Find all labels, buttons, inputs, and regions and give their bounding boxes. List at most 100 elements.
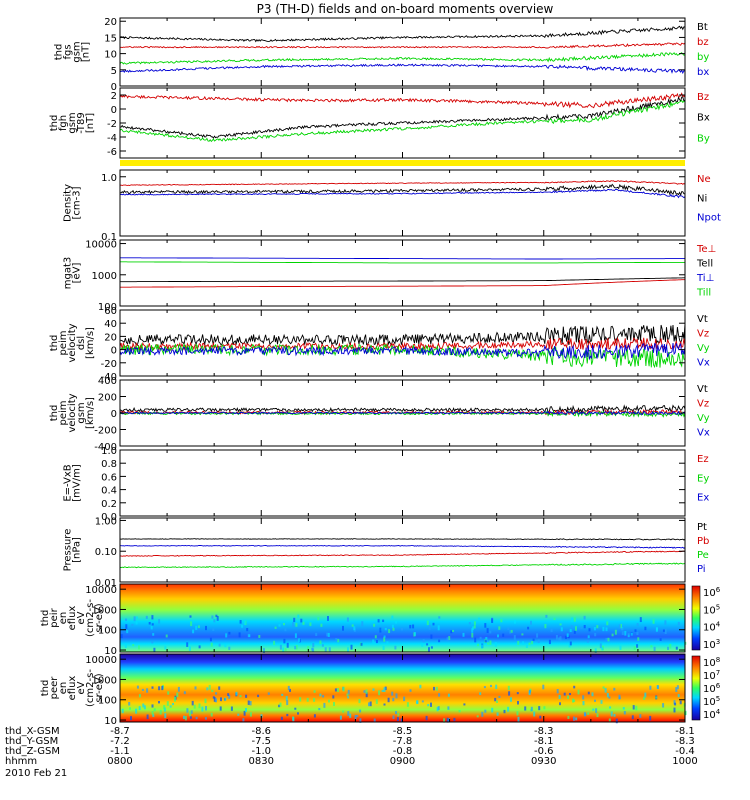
y-tick-label: 1000 xyxy=(92,605,117,616)
y-axis-label-line: [cm-3] xyxy=(72,186,83,219)
y-axis-label-line: gsm xyxy=(67,112,78,133)
series-line-by xyxy=(119,52,686,65)
density-frame xyxy=(119,169,686,237)
y-tick-label: 5 xyxy=(111,66,117,77)
panel-fgs: Bt bz by bx 20 15 10 5 0 thdfgsgsm[nT] xyxy=(54,17,710,93)
legend-label: Pe xyxy=(697,550,709,561)
x-axis-row-value: -8.6 xyxy=(251,726,271,737)
legend-label: Pt xyxy=(697,522,707,533)
y-axis-label-line: peir xyxy=(49,607,60,627)
series-line-Ni xyxy=(119,183,686,197)
x-axis-row-value: -8.1 xyxy=(534,736,554,747)
peim-velocity-dsl-series xyxy=(119,323,686,369)
y-axis-label: thdpeirenefluxeV(cm2-s-sr-eV) xyxy=(40,599,105,637)
y-axis-label-line: [nT] xyxy=(85,113,96,133)
x-axis-row-name: thd_Z-GSM xyxy=(5,746,60,757)
series-line-Pe xyxy=(119,562,686,569)
x-axis-row-value: 0900 xyxy=(390,756,415,767)
y-axis-label-line: velocity xyxy=(67,323,78,362)
y-tick-label: 15 xyxy=(104,33,117,44)
y-axis-label-line: thd xyxy=(54,44,65,61)
y-axis-label-line: gsm xyxy=(72,41,83,62)
colorbar-tick-label: 105 xyxy=(703,695,720,708)
colorbar-tick-label: 106 xyxy=(703,586,721,599)
y-tick-label: 10000 xyxy=(85,240,117,251)
series-line-Ne xyxy=(119,180,686,186)
y-axis-label-line: E=-VxB xyxy=(63,464,74,501)
panel-peim-velocity-dsl: Vt Vz Vy Vx 60 40 20 0 -20 -40 thdpeimvelocitydsl[… xyxy=(49,306,710,383)
y-axis-label: thdpeerenefluxeV(cm2-s-sr-eV) xyxy=(40,669,105,707)
legend-label: Tell xyxy=(696,259,713,270)
y-axis-label-line: [km/s] xyxy=(85,397,96,429)
y-tick-label: 10 xyxy=(104,50,117,61)
panel-fgh: Bz Bx By 2 0 -2 -4 -6 thdfghgsm-T89[nT] xyxy=(49,87,710,159)
y-axis-label-line: eV xyxy=(76,681,87,694)
series-line-Vy xyxy=(119,342,686,369)
legend-label: bx xyxy=(697,67,709,78)
y-axis-label-line: (cm2-s- xyxy=(85,669,96,707)
series-line-Npot xyxy=(119,188,686,199)
y-tick-label: 0.2 xyxy=(101,499,117,510)
y-tick-label: 1.0 xyxy=(101,173,117,184)
quality-bar xyxy=(120,160,685,166)
y-axis-label-line: [nT] xyxy=(81,42,92,62)
legend-label: Vz xyxy=(697,329,709,340)
colorbar-tick-label: 104 xyxy=(703,708,721,721)
y-axis-label-line: fgh xyxy=(58,115,69,131)
panel-pressure: Pt Pb Pe Pi 1.00 0.10 0.01 Pressure[nPa] xyxy=(63,516,710,589)
series-line-Pb xyxy=(120,550,686,557)
legend-label: Pi xyxy=(697,564,706,575)
series-line-Ti⊥ xyxy=(120,257,685,260)
x-axis-row-value: -0.4 xyxy=(675,746,695,757)
legend-label: Vy xyxy=(697,343,710,354)
legend-label: Vy xyxy=(697,413,710,424)
legend-label: Vz xyxy=(697,399,709,410)
y-axis-label-line: thd xyxy=(49,115,60,132)
panels: Btbzbybx20151050thdfgsgsm[nT]BzBxBy20-2-… xyxy=(40,17,721,727)
y-axis-label-line: peer xyxy=(49,676,60,700)
y-axis-label-line: fgs xyxy=(63,44,74,59)
series-line-Bt xyxy=(119,25,686,43)
series-line-By xyxy=(119,99,686,143)
legend-label: Pb xyxy=(697,536,709,547)
legend-label: Ti⊥ xyxy=(696,273,714,284)
panel-density: Ne Ni Npot 1.0 0.1 Density[cm-3] xyxy=(63,169,721,243)
y-tick-label: -200 xyxy=(94,426,117,437)
legend-label: By xyxy=(697,133,710,144)
legend-label: Till xyxy=(696,288,711,299)
series-line-Vt xyxy=(120,323,686,347)
legend-label: Ex xyxy=(697,493,709,504)
legend-label: bz xyxy=(697,37,709,48)
fgh-series xyxy=(119,92,686,143)
y-axis-label-line: peim xyxy=(58,400,69,425)
colorbar-tick-label: 104 xyxy=(703,621,721,634)
series-line-Bz xyxy=(119,92,686,109)
y-axis-label: Pressure[nPa] xyxy=(63,529,83,572)
y-tick-label: 400 xyxy=(98,376,117,387)
y-tick-label: 0.6 xyxy=(101,472,117,483)
y-tick-label: 20 xyxy=(104,332,117,343)
series-line-Pi xyxy=(120,545,686,549)
series-line-Vt xyxy=(119,404,686,414)
y-axis-label: thdpeimvelocitydsl[km/s] xyxy=(49,323,96,362)
x-axis-row-value: -0.8 xyxy=(393,746,413,757)
y-tick-label: 0.01 xyxy=(95,578,117,589)
x-axis-row-name: thd_Y-GSM xyxy=(5,736,58,747)
y-axis-label-line: mgat3 xyxy=(63,257,74,290)
peim-velocity-gsm-series xyxy=(119,404,686,418)
series-line-Bx xyxy=(120,96,686,139)
y-tick-label: 1000 xyxy=(92,675,117,686)
x-axis-row-value: -8.7 xyxy=(110,726,130,737)
y-tick-label: 0 xyxy=(111,409,117,420)
peer-spectrogram-colorbar xyxy=(691,655,701,721)
legend-label: Te⊥ xyxy=(696,244,716,255)
y-axis-label-line: -T89 xyxy=(76,112,87,134)
legend-label: Ez xyxy=(697,454,709,465)
x-axis-row-value: -8.5 xyxy=(393,726,413,737)
y-tick-label: 60 xyxy=(104,306,117,317)
x-axis-row-value: -0.6 xyxy=(534,746,554,757)
panel-peir-spectrogram: 106 105 104 103 10000 1000 100 10 thdpeireneflux… xyxy=(40,583,721,657)
y-axis-label-line: eflux xyxy=(67,676,78,701)
series-line-Pt xyxy=(119,538,686,541)
